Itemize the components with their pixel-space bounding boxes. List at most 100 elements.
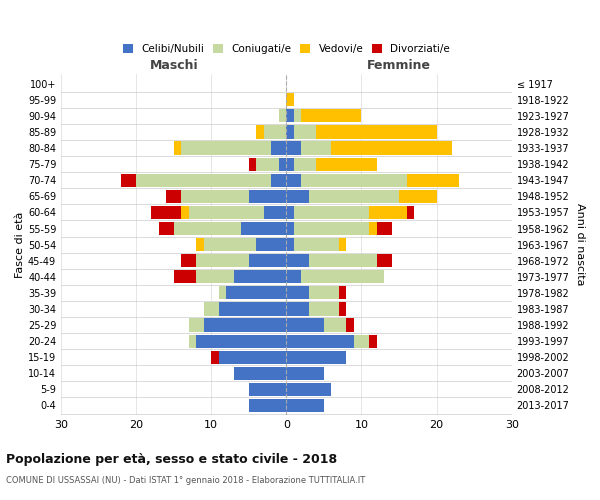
Bar [271,142,286,154]
Bar [407,174,459,187]
Y-axis label: Anni di nascita: Anni di nascita [575,204,585,286]
Bar [286,286,309,300]
Legend: Celibi/Nubili, Coniugati/e, Vedovi/e, Divorziati/e: Celibi/Nubili, Coniugati/e, Vedovi/e, Di… [119,40,454,58]
Bar [309,286,339,300]
Bar [294,238,339,251]
Bar [181,142,271,154]
Bar [286,110,294,122]
Bar [301,142,331,154]
Bar [249,383,286,396]
Bar [407,206,414,219]
Bar [196,238,204,251]
Bar [339,286,346,300]
Bar [196,334,286,347]
Bar [286,366,324,380]
Bar [301,270,384,283]
Bar [158,222,173,235]
Bar [294,206,369,219]
Bar [286,93,294,106]
Bar [286,334,354,347]
Text: COMUNE DI USSASSAI (NU) - Dati ISTAT 1° gennaio 2018 - Elaborazione TUTTITALIA.I: COMUNE DI USSASSAI (NU) - Dati ISTAT 1° … [6,476,365,485]
Bar [211,350,219,364]
Bar [339,238,346,251]
Bar [324,318,346,332]
Bar [234,270,286,283]
Bar [377,222,392,235]
Bar [219,286,226,300]
Bar [286,142,301,154]
Bar [309,254,377,268]
Bar [136,174,271,187]
Bar [241,222,286,235]
Bar [271,174,286,187]
Bar [226,286,286,300]
Bar [286,174,301,187]
Bar [151,206,181,219]
Bar [204,302,219,316]
Bar [173,142,181,154]
Bar [256,238,286,251]
Bar [294,158,316,171]
Bar [249,158,256,171]
Text: Popolazione per età, sesso e stato civile - 2018: Popolazione per età, sesso e stato civil… [6,452,337,466]
Bar [249,399,286,412]
Bar [294,110,301,122]
Bar [181,254,196,268]
Bar [286,318,324,332]
Bar [354,334,369,347]
Bar [331,142,452,154]
Bar [166,190,181,203]
Bar [286,206,294,219]
Bar [369,206,407,219]
Bar [286,126,294,138]
Bar [264,126,286,138]
Bar [204,318,286,332]
Bar [256,158,279,171]
Bar [294,126,316,138]
Bar [249,254,286,268]
Bar [249,190,286,203]
Bar [316,158,377,171]
Bar [286,254,309,268]
Bar [279,158,286,171]
Bar [279,110,286,122]
Bar [286,190,309,203]
Text: Femmine: Femmine [367,60,431,72]
Bar [301,174,407,187]
Bar [219,302,286,316]
Bar [264,206,286,219]
Bar [369,334,377,347]
Bar [219,350,286,364]
Bar [256,126,264,138]
Bar [189,206,264,219]
Bar [286,302,309,316]
Y-axis label: Fasce di età: Fasce di età [15,212,25,278]
Bar [346,318,354,332]
Bar [399,190,437,203]
Bar [196,254,249,268]
Bar [121,174,136,187]
Bar [286,399,324,412]
Bar [234,366,286,380]
Bar [181,190,249,203]
Bar [286,158,294,171]
Bar [309,190,399,203]
Bar [294,222,369,235]
Bar [369,222,377,235]
Bar [286,270,301,283]
Bar [286,222,294,235]
Bar [189,334,196,347]
Bar [377,254,392,268]
Bar [173,222,241,235]
Bar [286,350,346,364]
Bar [196,270,234,283]
Bar [339,302,346,316]
Bar [286,238,294,251]
Bar [301,110,361,122]
Bar [181,206,189,219]
Bar [173,270,196,283]
Bar [189,318,204,332]
Text: Maschi: Maschi [149,60,198,72]
Bar [309,302,339,316]
Bar [204,238,256,251]
